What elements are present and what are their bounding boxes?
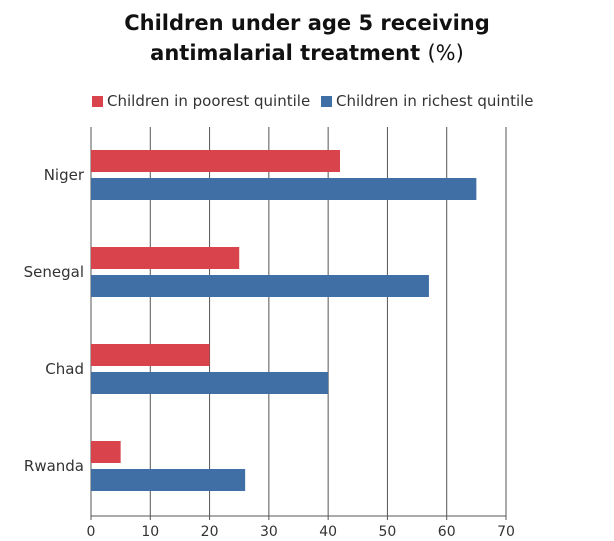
chart-title-line2: antimalarial treatment (%) [150,41,464,65]
bar-richest-rwanda [91,469,246,491]
y-category-label: Senegal [24,263,84,281]
bar-poorest-senegal [91,247,240,269]
bar-richest-chad [91,372,329,394]
x-tick-label: 40 [319,524,337,540]
y-category-label: Niger [44,166,85,184]
x-tick-label: 20 [201,524,219,540]
bar-richest-niger [91,178,477,200]
bar-poorest-chad [91,344,210,366]
chart-title-unit: (%) [427,41,464,65]
legend-swatch-poorest [92,96,103,107]
legend-label-poorest: Children in poorest quintile [107,92,311,110]
x-tick-label: 30 [260,524,278,540]
y-category-label: Rwanda [24,457,84,475]
x-tick-label: 10 [141,524,159,540]
y-category-label: Chad [45,360,84,378]
chart-title-line1: Children under age 5 receiving [124,11,490,35]
x-tick-label: 60 [438,524,456,540]
legend-label-richest: Children in richest quintile [335,92,534,110]
legend-swatch-richest [320,96,332,107]
chart-title: Children under age 5 receiving antimalar… [0,8,614,68]
x-tick-label: 50 [379,524,397,540]
bar-poorest-niger [91,150,340,172]
chart-legend: Children in poorest quintile Children in… [92,90,540,112]
legend-item-poorest: Children in poorest quintile [92,90,310,112]
legend-item-richest: Children in richest quintile [320,90,534,112]
bar-poorest-rwanda [91,441,121,463]
x-tick-label: 0 [87,524,96,540]
bar-richest-senegal [91,275,429,297]
x-tick-label: 70 [497,524,515,540]
